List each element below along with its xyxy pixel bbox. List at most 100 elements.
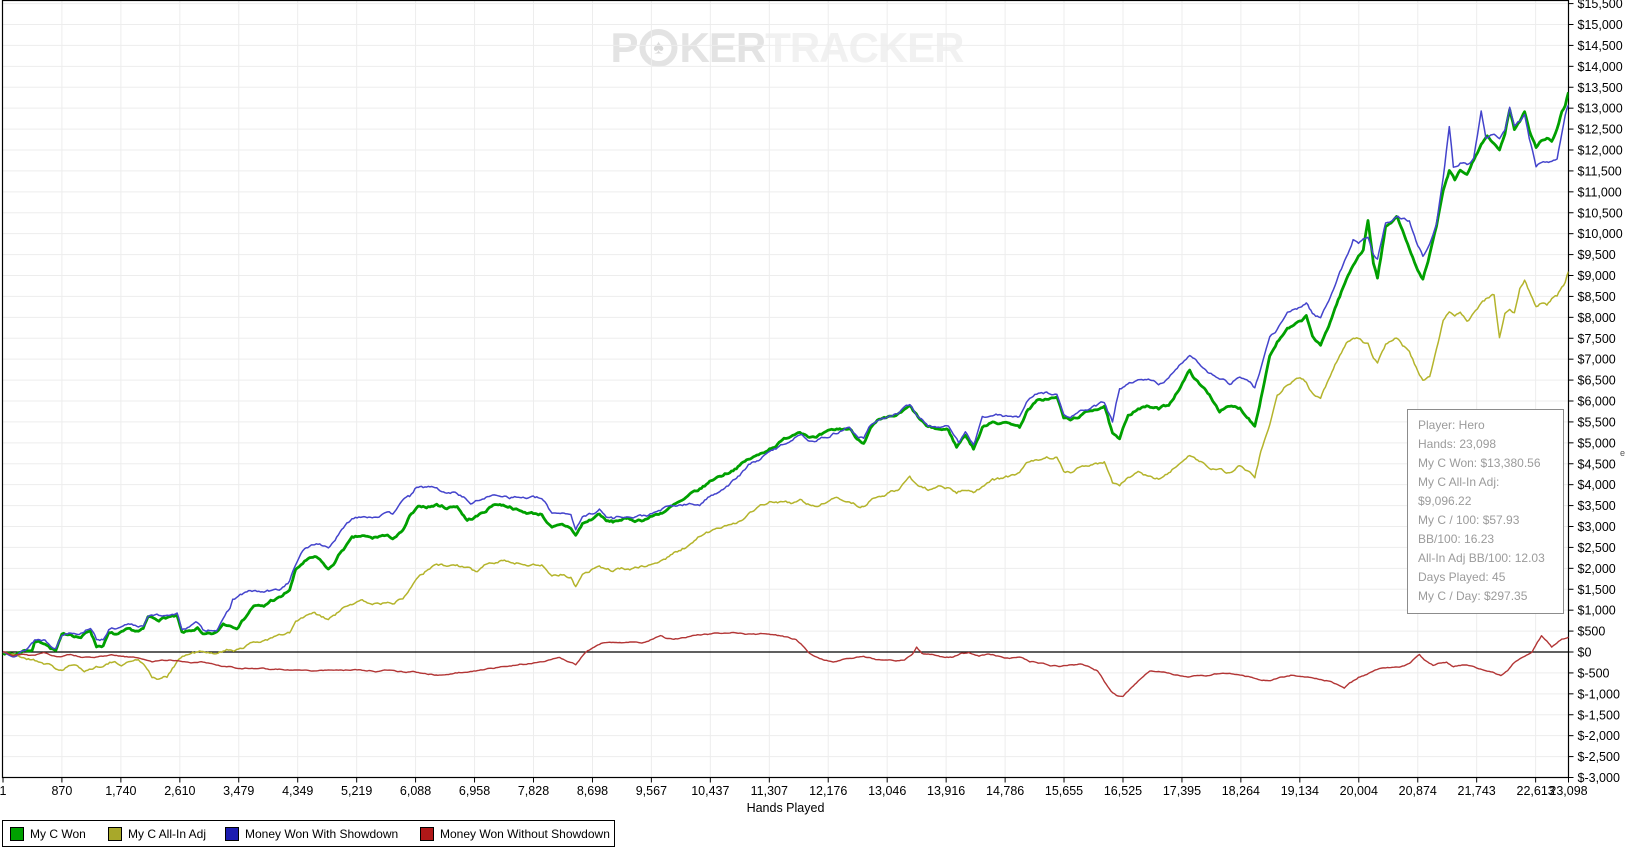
y-tick-label: $-1,500	[1578, 708, 1620, 722]
y-tick-label: $3,500	[1578, 499, 1616, 513]
stats-line: All-In Adj BB/100: 12.03	[1418, 551, 1545, 565]
legend-item-my-c-won[interactable]: My C Won	[10, 821, 86, 846]
x-tick-label: 13,916	[927, 784, 965, 798]
legend-label: Money Won With Showdown	[245, 826, 399, 841]
x-tick-label: 8,698	[577, 784, 608, 798]
x-tick-label: 1	[0, 784, 7, 798]
x-axis-title: Hands Played	[747, 801, 825, 815]
x-tick-label: 16,525	[1104, 784, 1142, 798]
x-tick-label: 5,219	[341, 784, 372, 798]
y-tick-label: $500	[1578, 625, 1606, 639]
y-tick-label: $4,500	[1578, 457, 1616, 471]
y-tick-label: $5,500	[1578, 415, 1616, 429]
x-tick-label: 20,874	[1399, 784, 1437, 798]
x-tick-label: 18,264	[1222, 784, 1260, 798]
series-line-money-won-with-showdown	[2, 104, 1569, 658]
legend-item-my-c-all-in-adj[interactable]: My C All-In Adj	[108, 821, 206, 846]
legend-label: My C Won	[30, 826, 86, 841]
legend-label: Money Won Without Showdown	[440, 826, 610, 841]
legend-swatch-icon	[420, 826, 434, 841]
y-tick-label: $2,000	[1578, 562, 1616, 576]
chart-legend: My C Won My C All-In Adj Money Won With Sh…	[2, 820, 615, 847]
series-line-my-c-won	[2, 91, 1569, 657]
y-tick-label: $12,000	[1578, 144, 1623, 158]
x-tick-label: 3,479	[223, 784, 254, 798]
x-tick-label: 13,046	[868, 784, 906, 798]
y-tick-label: $-1,000	[1578, 687, 1620, 701]
watermark-poker-p: P	[610, 24, 638, 71]
plot-border	[1, 0, 1570, 779]
stats-line: Hands: 23,098	[1418, 437, 1497, 451]
stats-line: My C / Day: $297.35	[1418, 589, 1528, 603]
x-tick-label: 9,567	[636, 784, 667, 798]
y-tick-label: $9,000	[1578, 269, 1616, 283]
y-tick-label: $10,500	[1578, 206, 1623, 220]
y-tick-label: $6,000	[1578, 395, 1616, 409]
x-tick-label: 6,088	[400, 784, 431, 798]
stats-line: BB/100: 16.23	[1418, 532, 1495, 546]
stats-line: My C / 100: $57.93	[1418, 513, 1520, 527]
y-tick-label: $8,500	[1578, 290, 1616, 304]
spade-icon: ♠	[653, 36, 664, 59]
x-tick-label: 12,176	[809, 784, 847, 798]
x-tick-label: 4,349	[282, 784, 313, 798]
y-tick-label: $3,000	[1578, 520, 1616, 534]
y-tick-label: $-500	[1578, 666, 1610, 680]
legend-item-money-won-with-showdown[interactable]: Money Won With Showdown	[225, 821, 398, 846]
legend-swatch-icon	[108, 826, 122, 841]
y-tick-label: $2,500	[1578, 541, 1616, 555]
legend-label: My C All-In Adj	[128, 826, 207, 841]
y-tick-label: $11,500	[1578, 164, 1622, 178]
stats-line: Player: Hero	[1418, 418, 1485, 432]
y-tick-label: $4,000	[1578, 478, 1616, 492]
x-tick-label: 10,437	[691, 784, 729, 798]
y-tick-label: $11,000	[1578, 185, 1622, 199]
legend-swatch-icon	[225, 826, 239, 841]
y-tick-label: $15,000	[1578, 18, 1623, 32]
y-tick-label: $8,000	[1578, 311, 1616, 325]
stats-line: My C All-In Adj: $9,096.22	[1418, 475, 1500, 508]
x-tick-label: 14,786	[986, 784, 1024, 798]
y-tick-label: $1,000	[1578, 604, 1616, 618]
y-tick-label: $9,500	[1578, 248, 1616, 262]
y-tick-label: $1,500	[1578, 583, 1616, 597]
x-tick-label: 870	[51, 784, 72, 798]
y-tick-label: $14,500	[1578, 39, 1623, 53]
x-tick-label: 11,307	[751, 784, 788, 798]
pokertracker-watermark: P ♠ KER TRACKER	[610, 24, 964, 72]
legend-item-money-won-without-showdown[interactable]: Money Won Without Showdown	[420, 821, 610, 846]
x-tick-label: 7,828	[518, 784, 549, 798]
stats-line: Days Played: 45	[1418, 570, 1506, 584]
watermark-tracker: TRACKER	[765, 24, 964, 71]
y-tick-label: $13,500	[1578, 81, 1623, 95]
y-tick-label: $13,000	[1578, 102, 1623, 116]
y-tick-label: $0	[1578, 646, 1592, 660]
clipped-axis-label-fragment: e	[1620, 448, 1626, 458]
series-line-my-c-all-in-adj	[2, 271, 1569, 681]
y-tick-label: $6,500	[1578, 374, 1616, 388]
x-tick-label: 1,740	[105, 784, 136, 798]
y-tick-label: $10,000	[1578, 227, 1623, 241]
stats-line: My C Won: $13,380.56	[1418, 456, 1541, 470]
y-tick-label: $5,000	[1578, 436, 1616, 450]
session-stats-box: Player: Hero Hands: 23,098 My C Won: $13,3…	[1407, 409, 1564, 614]
y-tick-label: $14,000	[1578, 60, 1623, 74]
y-tick-label: $7,000	[1578, 353, 1616, 367]
y-tick-label: $-3,000	[1578, 771, 1620, 785]
x-tick-label: 2,610	[164, 784, 195, 798]
watermark-poker-ker: KER	[679, 24, 767, 71]
y-tick-label: $12,500	[1578, 123, 1623, 137]
poker-chip-icon: ♠	[639, 29, 678, 67]
x-tick-label: 23,098	[1549, 784, 1587, 798]
legend-swatch-icon	[10, 826, 24, 841]
x-tick-label: 15,655	[1045, 784, 1083, 798]
x-tick-label: 20,004	[1340, 784, 1378, 798]
x-tick-label: 19,134	[1281, 784, 1319, 798]
x-tick-label: 21,743	[1458, 784, 1496, 798]
y-tick-label: $15,500	[1578, 0, 1623, 11]
x-tick-label: 6,958	[459, 784, 490, 798]
y-tick-label: $-2,000	[1578, 729, 1620, 743]
y-tick-label: $7,500	[1578, 332, 1616, 346]
